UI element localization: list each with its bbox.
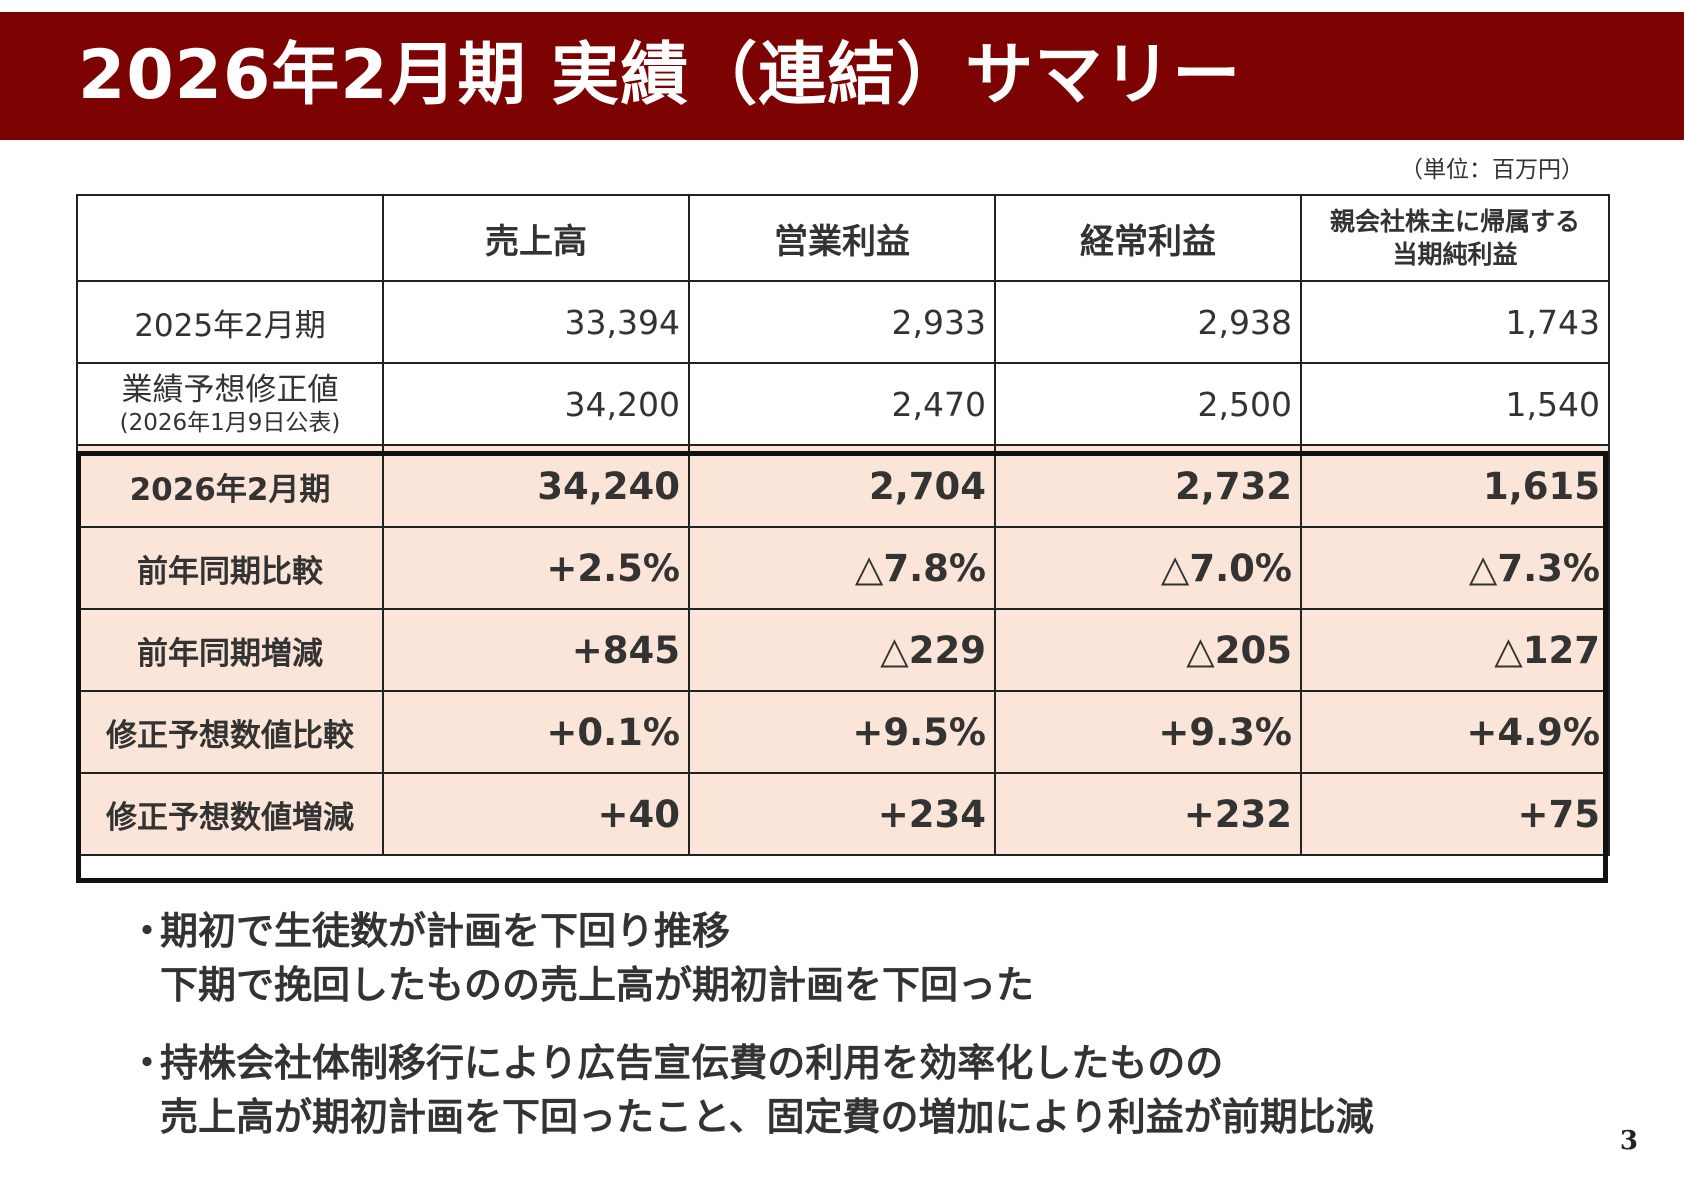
bullet-mark: ・ [128,909,167,953]
table-cell: +2.5% [382,526,690,610]
table-cell: 34,200 [382,362,690,446]
row-label: 2025年2月期 [76,280,384,364]
table-cell: 2,732 [994,444,1302,528]
table-cell: △7.8% [688,526,996,610]
table-header-row: 売上高 営業利益 経常利益 親会社株主に帰属する 当期純利益 [76,194,1610,282]
column-header-sales: 売上高 [382,194,690,282]
table-cell: △205 [994,608,1302,692]
table-cell: △127 [1300,608,1610,692]
header-corner-cell [76,194,384,282]
row-label-sub: (2026年1月9日公表) [119,410,341,436]
table-cell: +4.9% [1300,690,1610,774]
table-cell: △229 [688,608,996,692]
column-header-ordinary-profit: 経常利益 [994,194,1302,282]
column-header-net-profit-line1: 親会社株主に帰属する [1329,207,1580,236]
table-cell: +9.5% [688,690,996,774]
table-row-yoy-ratio: 前年同期比較 +2.5% △7.8% △7.0% △7.3% [76,526,1610,610]
table-cell: +75 [1300,772,1610,856]
row-label: 2026年2月期 [76,444,384,528]
bullet-text: 持株会社体制移行により広告宣伝費の利用を効率化したものの 売上高が期初計画を下回… [160,1036,1608,1144]
commentary-bullets: ・ 期初で生徒数が計画を下回り推移 下期で挽回したものの売上高が期初計画を下回っ… [128,904,1608,1168]
column-header-operating-profit: 営業利益 [688,194,996,282]
table-cell: 33,394 [382,280,690,364]
table-row-current-year: 2026年2月期 34,240 2,704 2,732 1,615 [76,444,1610,528]
table-cell: 34,240 [382,444,690,528]
row-label: 業績予想修正値 (2026年1月9日公表) [76,362,384,446]
table-cell: 2,470 [688,362,996,446]
row-label: 修正予想数値増減 [76,772,384,856]
row-label: 修正予想数値比較 [76,690,384,774]
list-item: ・ 期初で生徒数が計画を下回り推移 下期で挽回したものの売上高が期初計画を下回っ… [128,904,1608,1012]
bullet-line: 下期で挽回したものの売上高が期初計画を下回った [160,963,1035,1007]
table-row-prior-year: 2025年2月期 33,394 2,933 2,938 1,743 [76,280,1610,364]
unit-note: （単位：百万円） [1400,157,1584,183]
table-cell: +232 [994,772,1302,856]
page-title: 2026年2月期 実績（連結）サマリー [78,36,1242,115]
table-cell: +9.3% [994,690,1302,774]
row-label-main: 業績予想修正値 [121,372,339,408]
table-cell: 2,938 [994,280,1302,364]
table-cell: 1,615 [1300,444,1610,528]
bullet-line: 売上高が期初計画を下回ったこと、固定費の増加により利益が前期比減 [160,1095,1374,1139]
bullet-line: 期初で生徒数が計画を下回り推移 [160,909,731,953]
row-label: 前年同期比較 [76,526,384,610]
table-cell: 2,500 [994,362,1302,446]
column-header-net-profit-line2: 当期純利益 [1392,240,1518,269]
page-number: 3 [1619,1126,1638,1156]
table-row-forecast-ratio: 修正予想数値比較 +0.1% +9.5% +9.3% +4.9% [76,690,1610,774]
title-banner: 2026年2月期 実績（連結）サマリー [0,12,1684,140]
table-cell: +40 [382,772,690,856]
column-header-net-profit: 親会社株主に帰属する 当期純利益 [1300,194,1610,282]
table-cell: 1,540 [1300,362,1610,446]
bullet-text: 期初で生徒数が計画を下回り推移 下期で挽回したものの売上高が期初計画を下回った [160,904,1608,1012]
bullet-line: 持株会社体制移行により広告宣伝費の利用を効率化したものの [160,1041,1224,1085]
table-cell: 2,704 [688,444,996,528]
table-cell: +234 [688,772,996,856]
summary-table-container: 売上高 営業利益 経常利益 親会社株主に帰属する 当期純利益 2025年2月期 … [76,194,1610,856]
row-label: 前年同期増減 [76,608,384,692]
table-cell: +0.1% [382,690,690,774]
table-row-yoy-change: 前年同期増減 +845 △229 △205 △127 [76,608,1610,692]
table-cell: +845 [382,608,690,692]
table-row-forecast-change: 修正予想数値増減 +40 +234 +232 +75 [76,772,1610,856]
table-row-revised-forecast: 業績予想修正値 (2026年1月9日公表) 34,200 2,470 2,500… [76,362,1610,446]
table-cell: 2,933 [688,280,996,364]
table-cell: △7.0% [994,526,1302,610]
table-cell: 1,743 [1300,280,1610,364]
table-cell: △7.3% [1300,526,1610,610]
list-item: ・ 持株会社体制移行により広告宣伝費の利用を効率化したものの 売上高が期初計画を… [128,1036,1608,1144]
summary-table: 売上高 営業利益 経常利益 親会社株主に帰属する 当期純利益 2025年2月期 … [76,194,1610,856]
bullet-mark: ・ [128,1041,167,1085]
